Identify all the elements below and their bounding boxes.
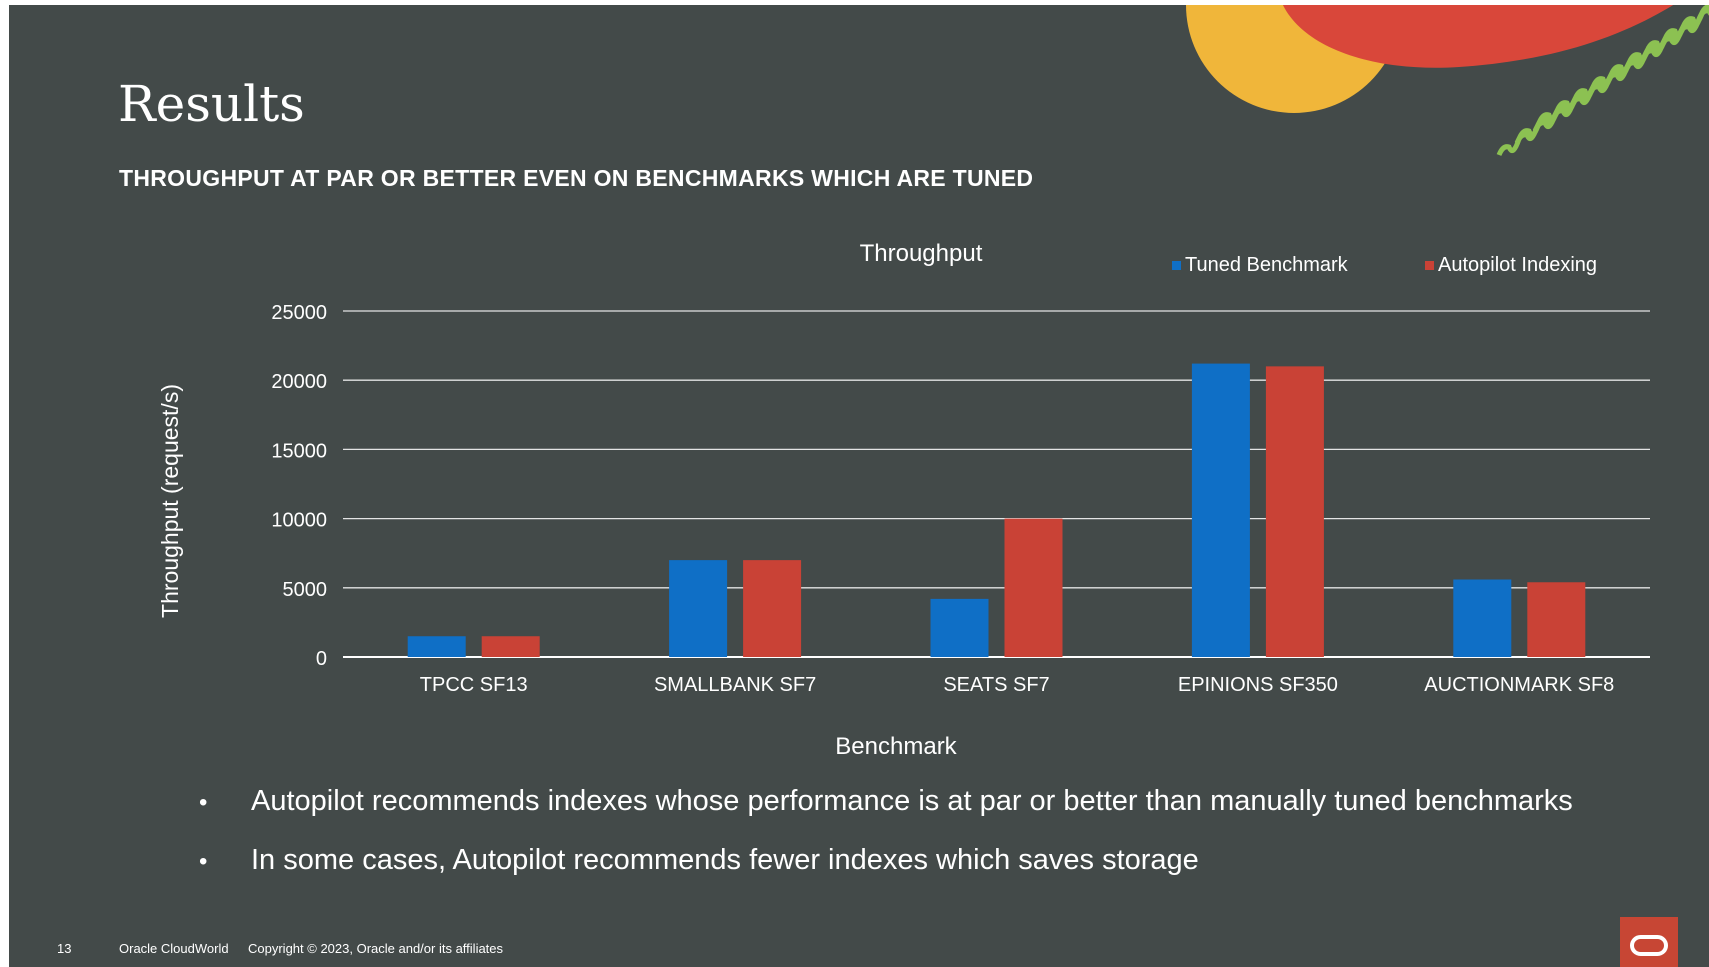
slide-subtitle: THROUGHPUT AT PAR OR BETTER EVEN ON BENC… xyxy=(119,165,1034,191)
slide: Results THROUGHPUT AT PAR OR BETTER EVEN… xyxy=(9,5,1709,967)
chart-legend: Tuned Benchmark Autopilot Indexing xyxy=(1172,254,1597,276)
bullet-text: Autopilot recommends indexes whose perfo… xyxy=(251,785,1573,817)
y-tick-label: 5000 xyxy=(283,579,328,601)
chart-y-axis-label: Throughput (request/s) xyxy=(157,384,183,618)
x-tick-label: EPINIONS SF350 xyxy=(1178,674,1338,696)
x-tick-label: SEATS SF7 xyxy=(943,674,1049,696)
footer-event: Oracle CloudWorld xyxy=(119,941,229,956)
chart-gridlines xyxy=(343,310,1650,658)
y-tick-label: 15000 xyxy=(271,440,327,462)
y-tick-label: 0 xyxy=(316,648,327,670)
bullet-list: • Autopilot recommends indexes whose per… xyxy=(199,785,1573,903)
bullet-dot: • xyxy=(199,789,208,816)
bar-autopilot-indexing xyxy=(1527,582,1586,657)
squiggle-stroke xyxy=(1586,46,1652,96)
chart-title: Throughput xyxy=(860,240,983,267)
chart-x-axis-label: Benchmark xyxy=(835,733,957,760)
deco-green-squiggles xyxy=(1496,5,1709,156)
squiggle-stroke xyxy=(1676,8,1709,36)
chart-y-ticks: 0 5000 10000 15000 20000 25000 xyxy=(271,302,327,670)
y-tick-label: 25000 xyxy=(271,302,327,324)
bar-tuned-benchmark xyxy=(1191,363,1250,657)
decorative-shapes xyxy=(1186,5,1709,156)
squiggle-stroke xyxy=(1496,106,1562,156)
x-tick-label: AUCTIONMARK SF8 xyxy=(1424,674,1614,696)
bullet-text: In some cases, Autopilot recommends fewe… xyxy=(251,844,1199,876)
squiggle-stroke xyxy=(1622,22,1688,72)
throughput-chart: 0 5000 10000 15000 20000 25000 TPCC SF13 SMALL… xyxy=(157,240,1650,760)
squiggle-stroke xyxy=(1532,82,1598,132)
chart-bars xyxy=(407,363,1586,657)
squiggle-stroke xyxy=(1514,94,1580,144)
x-tick-label: TPCC SF13 xyxy=(420,674,528,696)
bullet-item: • Autopilot recommends indexes whose per… xyxy=(199,785,1573,844)
bar-tuned-benchmark xyxy=(1453,579,1512,657)
squiggle-stroke xyxy=(1640,10,1706,60)
bar-autopilot-indexing xyxy=(1004,518,1063,657)
bar-tuned-benchmark xyxy=(930,598,989,657)
legend-label: Tuned Benchmark xyxy=(1185,254,1349,276)
bar-autopilot-indexing xyxy=(1265,366,1324,657)
bar-tuned-benchmark xyxy=(407,636,466,657)
chart-x-ticks: TPCC SF13 SMALLBANK SF7 SEATS SF7 EPINIONS … xyxy=(420,674,1615,696)
y-tick-label: 10000 xyxy=(271,510,327,532)
legend-swatch xyxy=(1172,261,1181,270)
slide-title: Results xyxy=(118,75,305,133)
bullet-item: • In some cases, Autopilot recommends fe… xyxy=(199,844,1573,903)
footer-page-number: 13 xyxy=(57,941,72,956)
squiggle-stroke xyxy=(1568,58,1634,108)
x-tick-label: SMALLBANK SF7 xyxy=(654,674,816,696)
squiggle-stroke xyxy=(1658,5,1709,48)
squiggle-stroke xyxy=(1604,34,1670,84)
y-tick-label: 20000 xyxy=(271,371,327,393)
deco-red-blob xyxy=(1282,5,1674,68)
oracle-logo-icon xyxy=(1620,917,1678,967)
squiggle-stroke xyxy=(1550,70,1616,120)
bar-autopilot-indexing xyxy=(481,636,540,657)
legend-swatch xyxy=(1425,261,1434,270)
bar-autopilot-indexing xyxy=(743,560,802,657)
legend-label: Autopilot Indexing xyxy=(1438,254,1597,276)
bar-tuned-benchmark xyxy=(669,560,728,657)
footer-copyright: Copyright © 2023, Oracle and/or its affi… xyxy=(248,941,504,956)
bullet-dot: • xyxy=(199,848,208,875)
